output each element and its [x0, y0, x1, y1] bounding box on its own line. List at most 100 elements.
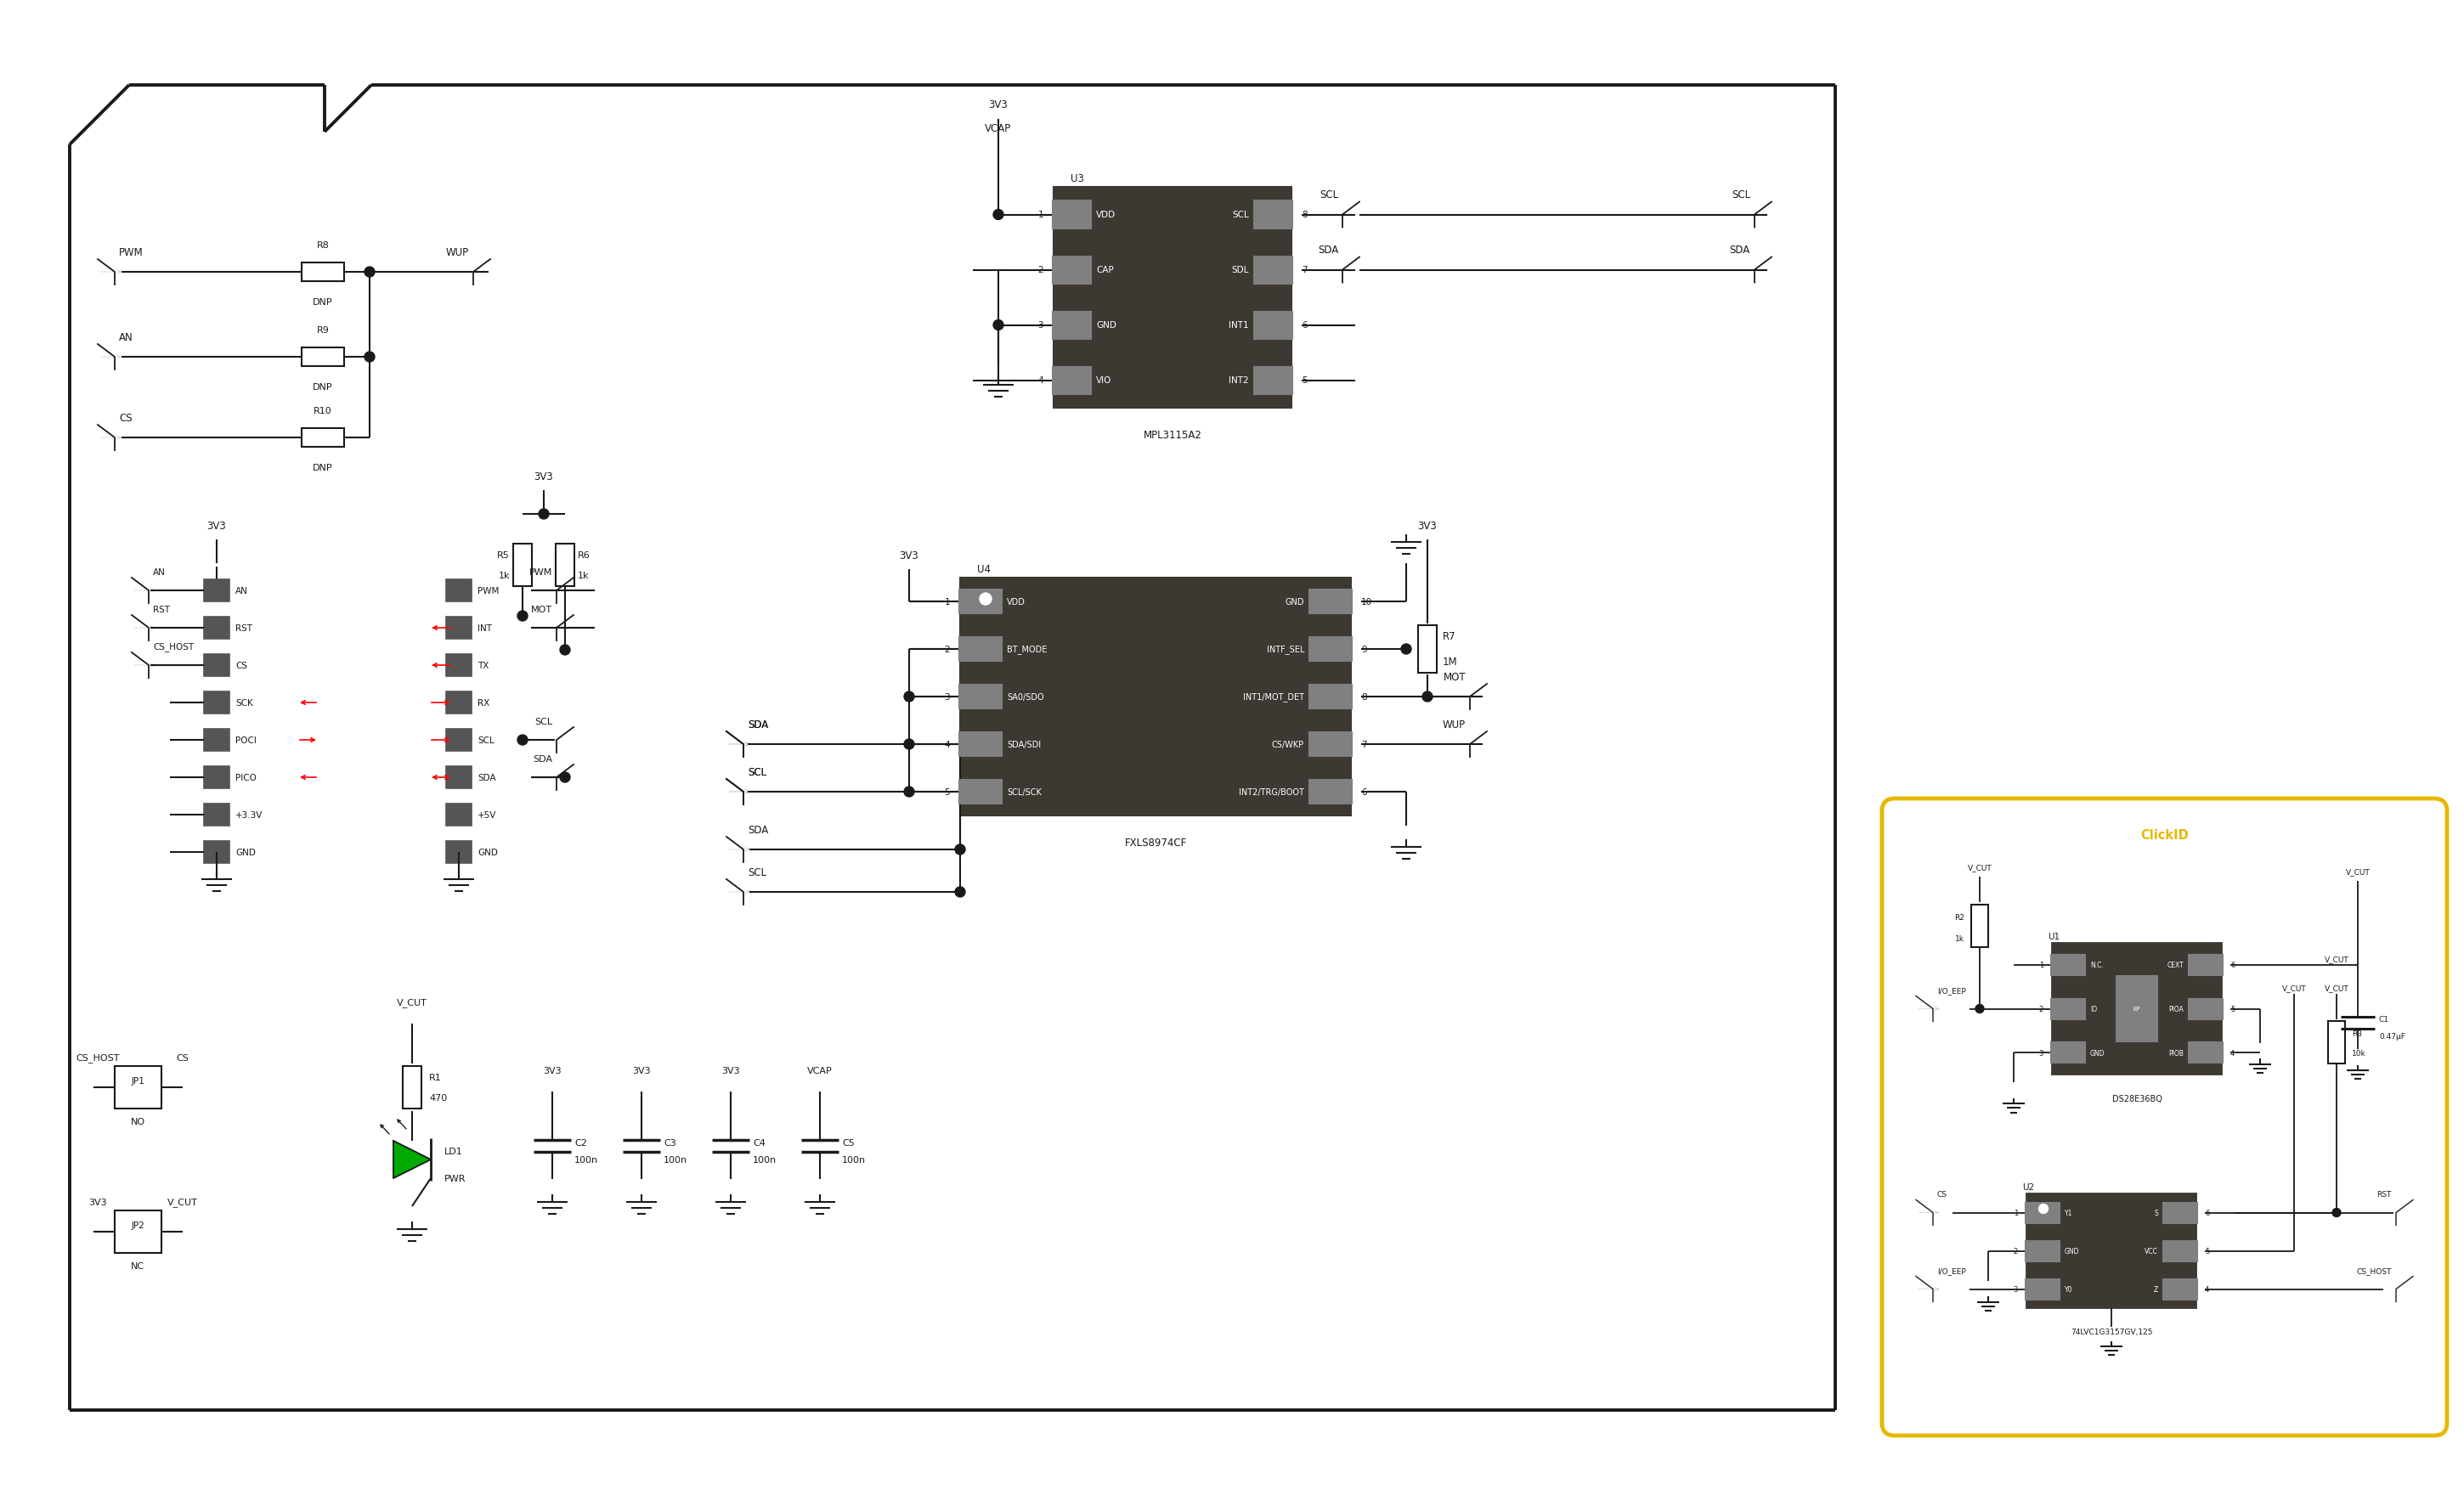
Text: BT_MODE: BT_MODE: [1008, 644, 1047, 655]
Bar: [2163, 1202, 2198, 1223]
Text: 1: 1: [1037, 212, 1042, 219]
Bar: [961, 578, 1350, 816]
Text: PWM: PWM: [478, 587, 500, 596]
Text: 3V3: 3V3: [899, 550, 919, 561]
Text: INT1: INT1: [1230, 322, 1249, 330]
Text: R1: R1: [429, 1074, 441, 1081]
Text: GND: GND: [2065, 1247, 2080, 1255]
Text: EP: EP: [2134, 1007, 2141, 1012]
Text: INT1/MOT_DET: INT1/MOT_DET: [1242, 692, 1303, 702]
Text: V_CUT: V_CUT: [2324, 956, 2348, 963]
Circle shape: [365, 352, 375, 363]
Bar: [1254, 257, 1291, 284]
Text: 10: 10: [1360, 597, 1372, 606]
Bar: [1052, 367, 1092, 395]
Bar: [1052, 201, 1092, 228]
Text: AN: AN: [237, 587, 249, 596]
Text: 1k: 1k: [577, 572, 589, 579]
Text: 3: 3: [944, 692, 951, 702]
Bar: [2025, 1279, 2060, 1299]
Bar: [2188, 999, 2223, 1019]
Text: SDA: SDA: [478, 774, 495, 782]
Circle shape: [956, 845, 966, 854]
Text: C3: C3: [663, 1139, 675, 1148]
Text: 7: 7: [1301, 266, 1308, 275]
Bar: [1052, 257, 1092, 284]
Polygon shape: [394, 1142, 431, 1178]
Text: 6: 6: [1360, 788, 1368, 797]
Text: PWM: PWM: [530, 569, 552, 576]
Text: 6: 6: [2230, 962, 2235, 969]
Bar: [1308, 685, 1353, 709]
Bar: [1308, 733, 1353, 756]
Circle shape: [904, 739, 914, 750]
Text: 74LVC1G3157GV,125: 74LVC1G3157GV,125: [2070, 1328, 2154, 1335]
Text: C4: C4: [754, 1139, 766, 1148]
Circle shape: [956, 888, 966, 897]
Text: MOT: MOT: [530, 605, 552, 614]
Text: 1k: 1k: [1954, 934, 1964, 943]
Text: GND: GND: [2089, 1049, 2104, 1057]
Text: V_CUT: V_CUT: [168, 1198, 197, 1207]
Bar: [2188, 1043, 2223, 1063]
Bar: [446, 692, 471, 714]
Text: R5: R5: [498, 550, 510, 559]
Text: SCL: SCL: [535, 717, 552, 726]
Text: 3V3: 3V3: [542, 1066, 562, 1075]
Text: 8: 8: [1301, 212, 1308, 219]
Text: JP2: JP2: [131, 1220, 145, 1229]
Bar: [2188, 956, 2223, 975]
Text: 6: 6: [2205, 1210, 2210, 1217]
Text: SDA: SDA: [747, 720, 769, 730]
Circle shape: [904, 786, 914, 797]
Text: SCL: SCL: [478, 736, 495, 744]
Text: 3: 3: [1037, 322, 1042, 330]
Bar: [446, 579, 471, 602]
Bar: [205, 841, 229, 863]
Text: 5: 5: [944, 788, 951, 797]
Text: 2: 2: [2038, 1005, 2043, 1013]
Text: 1: 1: [2038, 962, 2043, 969]
Text: 4: 4: [1037, 376, 1042, 386]
Text: WUP: WUP: [1441, 720, 1466, 730]
Text: N.C.: N.C.: [2089, 962, 2104, 969]
Text: DS28E36BQ: DS28E36BQ: [2112, 1095, 2161, 1102]
Text: V_CUT: V_CUT: [2282, 984, 2306, 992]
Text: 5: 5: [2230, 1005, 2235, 1013]
Bar: [402, 1066, 421, 1108]
Text: C5: C5: [843, 1139, 855, 1148]
Bar: [1254, 367, 1291, 395]
Text: CS_HOST: CS_HOST: [2356, 1267, 2393, 1275]
Circle shape: [904, 692, 914, 702]
Text: PWM: PWM: [118, 246, 143, 259]
Text: INTF_SEL: INTF_SEL: [1266, 644, 1303, 655]
Text: GND: GND: [1286, 597, 1303, 606]
Text: +5V: +5V: [478, 810, 498, 820]
Text: SDA/SDI: SDA/SDI: [1008, 741, 1040, 748]
Text: CS_HOST: CS_HOST: [153, 643, 195, 652]
Circle shape: [2333, 1208, 2341, 1217]
Text: 3V3: 3V3: [988, 100, 1008, 110]
Bar: [1971, 906, 1988, 948]
Bar: [958, 733, 1003, 756]
Text: DNP: DNP: [313, 464, 333, 472]
Text: DNP: DNP: [313, 383, 333, 392]
Bar: [513, 544, 532, 587]
Bar: [1308, 590, 1353, 614]
Text: 2: 2: [2013, 1247, 2018, 1255]
Bar: [2053, 943, 2223, 1075]
Text: 100n: 100n: [663, 1155, 687, 1164]
Bar: [2328, 1021, 2346, 1064]
Bar: [958, 638, 1003, 661]
Text: 1M: 1M: [1444, 656, 1459, 668]
Circle shape: [2038, 1204, 2048, 1214]
Bar: [446, 655, 471, 677]
Text: V_CUT: V_CUT: [2324, 984, 2348, 992]
Text: SCL: SCL: [747, 767, 766, 777]
Bar: [205, 804, 229, 826]
Text: CS: CS: [118, 413, 133, 423]
Text: TX: TX: [478, 661, 488, 670]
Bar: [205, 655, 229, 677]
Text: C1: C1: [2380, 1016, 2390, 1024]
Bar: [2025, 1193, 2195, 1308]
